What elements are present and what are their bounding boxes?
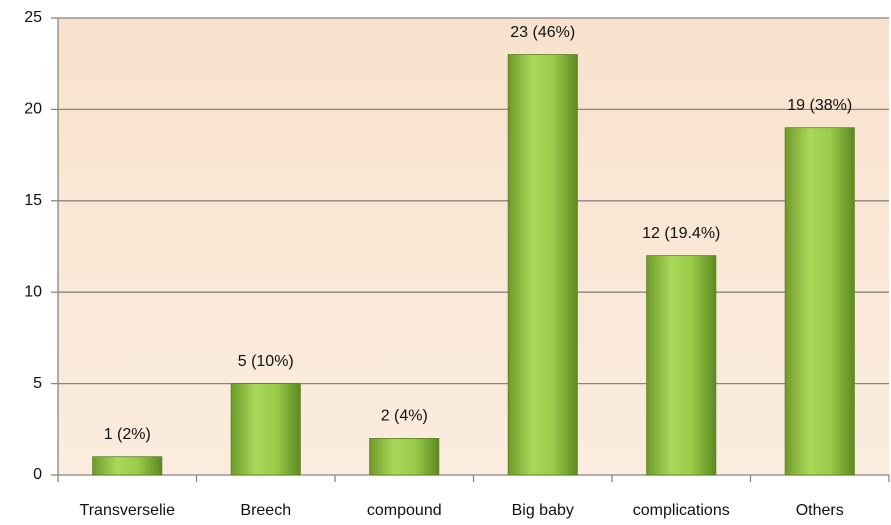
y-tick-label: 10 xyxy=(24,283,42,300)
x-tick-label: Big baby xyxy=(512,502,574,519)
x-tick-label: Others xyxy=(796,502,844,519)
y-tick-label: 15 xyxy=(24,192,42,209)
y-tick-label: 5 xyxy=(33,375,42,392)
plot-background xyxy=(58,18,889,475)
value-label: 19 (38%) xyxy=(787,97,852,114)
x-tick-label: compound xyxy=(367,502,442,519)
x-tick-label: complications xyxy=(633,502,730,519)
bar xyxy=(784,127,855,476)
y-tick-label: 0 xyxy=(33,466,42,483)
value-label: 12 (19.4%) xyxy=(642,225,720,242)
value-label: 5 (10%) xyxy=(238,353,294,370)
bar xyxy=(646,255,717,476)
value-label: 2 (4%) xyxy=(381,408,428,425)
bar xyxy=(230,383,301,476)
x-tick-label: Transverselie xyxy=(80,502,176,519)
value-label: 23 (46%) xyxy=(510,24,575,41)
bar xyxy=(369,438,440,476)
bar xyxy=(92,456,163,476)
bar xyxy=(507,54,578,476)
y-tick-label: 20 xyxy=(24,101,42,118)
value-label: 1 (2%) xyxy=(104,426,151,443)
y-tick-label: 25 xyxy=(24,9,42,26)
x-tick-label: Breech xyxy=(240,502,291,519)
